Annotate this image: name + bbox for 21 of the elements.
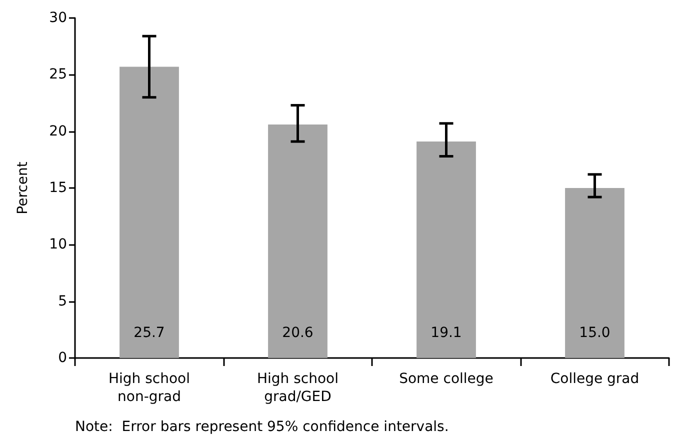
- y-tick-label: 15: [49, 180, 67, 196]
- data-label: 15.0: [579, 325, 610, 341]
- y-tick-label: 10: [49, 236, 67, 253]
- x-tick-label: College grad: [550, 371, 640, 387]
- bar: [120, 66, 179, 358]
- x-tick-label: Some college: [399, 371, 494, 387]
- bar: [565, 188, 624, 358]
- y-tick-label: 25: [49, 66, 67, 83]
- data-label: 19.1: [430, 325, 462, 341]
- x-tick-label: High school grad/GED: [256, 371, 339, 405]
- y-axis-title: Percent: [15, 161, 31, 214]
- y-tick-label: 5: [58, 293, 67, 310]
- y-tick-label: 20: [49, 123, 67, 140]
- y-tick-label: 0: [58, 350, 67, 366]
- x-tick-label: High school non-grad: [108, 371, 190, 405]
- y-tick-label: 30: [49, 10, 67, 26]
- data-label: 25.7: [134, 325, 165, 341]
- text: Note: Error bars represent 95% confidence intervals.: [75, 419, 449, 435]
- bar: [268, 124, 328, 358]
- bar: [416, 142, 476, 358]
- data-label: 20.6: [282, 325, 314, 341]
